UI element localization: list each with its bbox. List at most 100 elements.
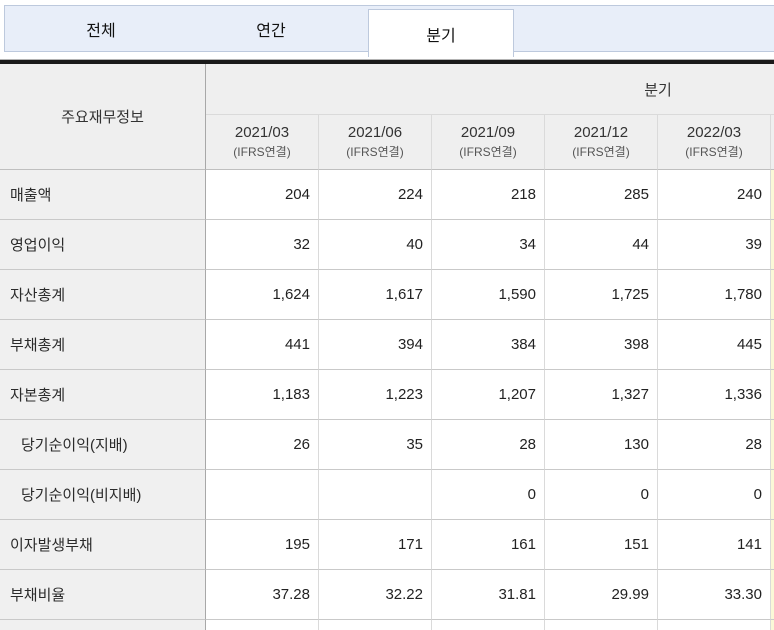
value-cell: 1,223 <box>319 370 432 420</box>
period-header-cell: 2021/09 (IFRS연결) <box>432 115 545 170</box>
table-row: 부채비율 37.28 32.22 31.81 29.99 33.30 <box>0 570 774 620</box>
value-cell: 445 <box>658 320 771 370</box>
row-label: 당기순이익(비지배) <box>0 470 206 520</box>
financial-table-container: 주요재무정보 분기 2021/03 (IFRS연결) 2021/06 (IFRS연결)… <box>0 59 774 630</box>
table-row: 영업이익 32 40 34 44 39 <box>0 220 774 270</box>
table-row: 당기순이익(비지배) 0 0 0 <box>0 470 774 520</box>
table-row: 자본총계 1,183 1,223 1,207 1,327 1,336 <box>0 370 774 420</box>
value-cell: 224 <box>319 170 432 220</box>
accounting-basis-label: (IFRS연결) <box>685 145 743 160</box>
value-cell: 195 <box>206 520 319 570</box>
period-tab-bar: 전체 연간 분기 <box>4 5 774 57</box>
clipped-cell <box>771 220 774 270</box>
value-cell: 141 <box>658 520 771 570</box>
value-cell: 40 <box>319 220 432 270</box>
value-cell: 1,617 <box>319 270 432 320</box>
value-cell: 35 <box>319 420 432 470</box>
row-label: 자산총계 <box>0 270 206 320</box>
group-header-quarter: 분기 <box>206 64 774 115</box>
table-row <box>0 620 774 630</box>
accounting-basis-label: (IFRS연결) <box>459 145 517 160</box>
value-cell: 130 <box>545 420 658 470</box>
value-cell <box>206 620 319 630</box>
value-cell: 384 <box>432 320 545 370</box>
period-label: 2021/06 <box>347 124 403 142</box>
corner-header: 주요재무정보 <box>0 64 206 170</box>
row-label: 이자발생부채 <box>0 520 206 570</box>
clipped-cell <box>771 270 774 320</box>
clipped-cell <box>771 620 774 630</box>
accounting-basis-label: (IFRS연결) <box>346 145 404 160</box>
value-cell <box>206 470 319 520</box>
value-cell: 34 <box>432 220 545 270</box>
value-cell: 31.81 <box>432 570 545 620</box>
clipped-cell <box>771 370 774 420</box>
value-cell: 1,336 <box>658 370 771 420</box>
table-row: 자산총계 1,624 1,617 1,590 1,725 1,780 <box>0 270 774 320</box>
value-cell <box>319 470 432 520</box>
period-label: 2022/03 <box>686 124 742 142</box>
period-header-row: 2021/03 (IFRS연결) 2021/06 (IFRS연결) 2021/09 (IF… <box>0 115 774 170</box>
period-header-cell: 2021/06 (IFRS연결) <box>319 115 432 170</box>
table-row: 매출액 204 224 218 285 240 <box>0 170 774 220</box>
accounting-basis-label: (IFRS연결) <box>233 145 291 160</box>
clipped-cell <box>771 320 774 370</box>
value-cell: 441 <box>206 320 319 370</box>
value-cell: 39 <box>658 220 771 270</box>
value-cell <box>319 620 432 630</box>
period-header-cell-clipped <box>771 115 774 170</box>
value-cell: 1,207 <box>432 370 545 420</box>
value-cell: 0 <box>545 470 658 520</box>
value-cell: 240 <box>658 170 771 220</box>
tab-annual[interactable]: 연간 <box>256 22 286 40</box>
value-cell: 28 <box>658 420 771 470</box>
tab-quarterly[interactable]: 분기 <box>368 9 514 57</box>
table-body: 매출액 204 224 218 285 240 영업이익 32 40 34 44 39 자산총계 1,62… <box>0 170 774 630</box>
accounting-basis-label: (IFRS연결) <box>572 145 630 160</box>
value-cell <box>658 620 771 630</box>
value-cell: 28 <box>432 420 545 470</box>
value-cell: 1,725 <box>545 270 658 320</box>
value-cell: 1,183 <box>206 370 319 420</box>
value-cell: 1,780 <box>658 270 771 320</box>
value-cell: 32 <box>206 220 319 270</box>
value-cell: 285 <box>545 170 658 220</box>
table-header: 주요재무정보 분기 2021/03 (IFRS연결) 2021/06 (IFRS연결)… <box>0 64 774 170</box>
value-cell: 1,327 <box>545 370 658 420</box>
financial-table: 주요재무정보 분기 2021/03 (IFRS연결) 2021/06 (IFRS연결)… <box>0 60 774 630</box>
value-cell: 26 <box>206 420 319 470</box>
value-cell: 394 <box>319 320 432 370</box>
value-cell: 29.99 <box>545 570 658 620</box>
table-row: 당기순이익(지배) 26 35 28 130 28 <box>0 420 774 470</box>
value-cell: 37.28 <box>206 570 319 620</box>
value-cell: 0 <box>658 470 771 520</box>
period-label: 2021/12 <box>573 124 629 142</box>
period-header-cell: 2021/03 (IFRS연결) <box>206 115 319 170</box>
row-label: 부채비율 <box>0 570 206 620</box>
value-cell: 44 <box>545 220 658 270</box>
value-cell: 1,624 <box>206 270 319 320</box>
row-label: 당기순이익(지배) <box>0 420 206 470</box>
value-cell: 151 <box>545 520 658 570</box>
tab-all[interactable]: 전체 <box>86 22 116 40</box>
period-label: 2021/09 <box>460 124 516 142</box>
value-cell: 218 <box>432 170 545 220</box>
row-label: 부채총계 <box>0 320 206 370</box>
row-label: 자본총계 <box>0 370 206 420</box>
clipped-cell <box>771 170 774 220</box>
value-cell <box>545 620 658 630</box>
value-cell: 32.22 <box>319 570 432 620</box>
value-cell: 0 <box>432 470 545 520</box>
clipped-cell <box>771 420 774 470</box>
table-row: 부채총계 441 394 384 398 445 <box>0 320 774 370</box>
row-label <box>0 620 206 630</box>
value-cell <box>432 620 545 630</box>
value-cell: 1,590 <box>432 270 545 320</box>
table-row: 이자발생부채 195 171 161 151 141 <box>0 520 774 570</box>
row-label: 매출액 <box>0 170 206 220</box>
value-cell: 171 <box>319 520 432 570</box>
value-cell: 161 <box>432 520 545 570</box>
clipped-cell <box>771 470 774 520</box>
clipped-cell <box>771 520 774 570</box>
value-cell: 33.30 <box>658 570 771 620</box>
